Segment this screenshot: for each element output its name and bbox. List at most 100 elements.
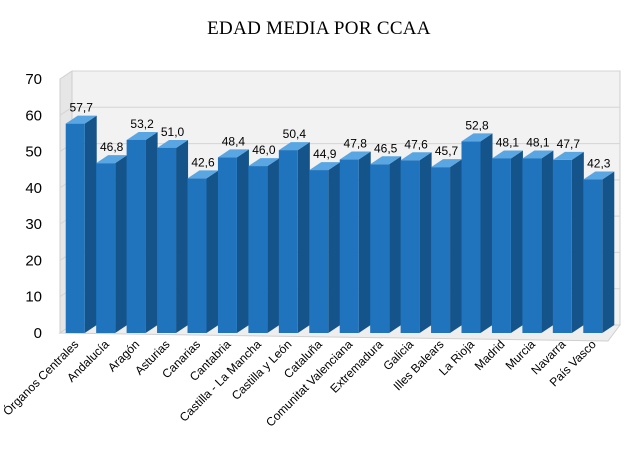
- bar-front: [65, 123, 85, 333]
- data-label: 53,2: [130, 117, 154, 131]
- data-label: 45,7: [435, 144, 459, 158]
- bar-front: [491, 158, 511, 333]
- data-label: 42,3: [587, 157, 611, 171]
- bar-front: [157, 147, 177, 333]
- data-label: 51,0: [161, 125, 185, 139]
- bar: [491, 150, 523, 333]
- bar-front: [400, 160, 420, 333]
- bar-side: [419, 152, 432, 333]
- bar-front: [248, 166, 268, 333]
- bar: [217, 149, 249, 333]
- data-label: 47,7: [557, 137, 581, 151]
- data-label: 52,8: [465, 118, 489, 132]
- data-label: 47,8: [344, 137, 368, 151]
- bar-side: [115, 155, 128, 333]
- bar-front: [278, 150, 298, 333]
- bar-front: [126, 139, 146, 333]
- bar: [552, 151, 584, 333]
- data-label: 48,1: [496, 135, 520, 149]
- bar: [248, 158, 280, 333]
- bar-top: [522, 150, 554, 159]
- bar: [65, 115, 97, 333]
- y-tick-label: 60: [25, 107, 42, 124]
- data-label: 46,8: [100, 140, 124, 154]
- data-label: 47,6: [404, 137, 428, 151]
- y-axis-ticks: 0 10 20 30 40 50 60 70: [25, 71, 42, 342]
- data-label: 48,1: [526, 135, 550, 149]
- bar-side: [541, 150, 554, 333]
- y-tick-label: 40: [25, 180, 42, 197]
- bar-top: [400, 152, 432, 161]
- y-tick-label: 0: [34, 325, 42, 342]
- bar-top: [157, 139, 189, 148]
- bar-top: [309, 162, 341, 171]
- data-label: 46,5: [374, 141, 398, 155]
- bar-top: [248, 158, 280, 167]
- bar-top: [552, 151, 584, 160]
- bar-top: [278, 142, 310, 151]
- gridline: [59, 106, 620, 116]
- bar-top: [461, 133, 493, 142]
- bar-side: [328, 162, 341, 333]
- bar-front: [309, 170, 329, 333]
- bar-side: [297, 142, 310, 333]
- bar-side: [358, 151, 371, 333]
- data-labels: 57,7 46,8 53,2 51,0 42,6 48,4 46,0 50,4 44,9 47,8…: [70, 101, 611, 171]
- category-label: Madrid: [472, 337, 508, 373]
- bar-front: [552, 159, 572, 333]
- bar-top: [187, 170, 219, 179]
- bar-front: [583, 179, 603, 333]
- bar-top: [126, 131, 158, 140]
- bar: [126, 131, 158, 333]
- bar-front: [187, 178, 207, 333]
- data-label: 57,7: [70, 101, 94, 115]
- data-label: 48,4: [222, 134, 246, 148]
- data-label: 44,9: [313, 147, 337, 161]
- bar: [96, 155, 128, 333]
- bar-side: [602, 171, 615, 333]
- y-tick-label: 30: [25, 216, 42, 233]
- bar: [309, 162, 341, 333]
- bar: [370, 156, 402, 333]
- bar-side: [480, 133, 493, 333]
- bar-side: [510, 150, 523, 333]
- bar: [522, 150, 554, 333]
- bar-front: [370, 164, 390, 333]
- bar: [339, 151, 371, 333]
- y-tick-label: 70: [25, 71, 42, 88]
- bar: [461, 133, 493, 333]
- bar-top: [491, 150, 523, 159]
- bar-side: [267, 158, 280, 333]
- bar-front: [461, 141, 481, 333]
- bar: [400, 152, 432, 333]
- bar: [583, 171, 615, 333]
- gridline: [59, 70, 620, 80]
- bar: [157, 139, 189, 333]
- bar-side: [389, 156, 402, 333]
- bar-top: [339, 151, 371, 160]
- bar-top: [217, 149, 249, 158]
- bars: [65, 115, 615, 333]
- bar: [431, 159, 463, 333]
- bar-top: [431, 159, 463, 168]
- y-tick-label: 10: [25, 289, 42, 306]
- bar-top: [65, 115, 97, 124]
- data-label: 50,4: [283, 127, 307, 141]
- bar-top: [583, 171, 615, 180]
- bar-top: [96, 155, 128, 164]
- bar-side: [236, 149, 249, 333]
- bar-side: [145, 131, 158, 333]
- bar-front: [96, 163, 116, 333]
- bar: [278, 142, 310, 333]
- data-label: 46,0: [252, 143, 276, 157]
- bar-side: [450, 159, 463, 333]
- x-axis-labels: Órganos CentralesAndalucíaAragónAsturias…: [0, 337, 599, 430]
- y-tick-label: 20: [25, 252, 42, 269]
- bar-side: [571, 151, 584, 333]
- bar-front: [431, 167, 451, 333]
- y-tick-label: 50: [25, 144, 42, 161]
- bar-side: [84, 115, 97, 333]
- data-label: 42,6: [191, 155, 215, 169]
- bar-top: [370, 156, 402, 165]
